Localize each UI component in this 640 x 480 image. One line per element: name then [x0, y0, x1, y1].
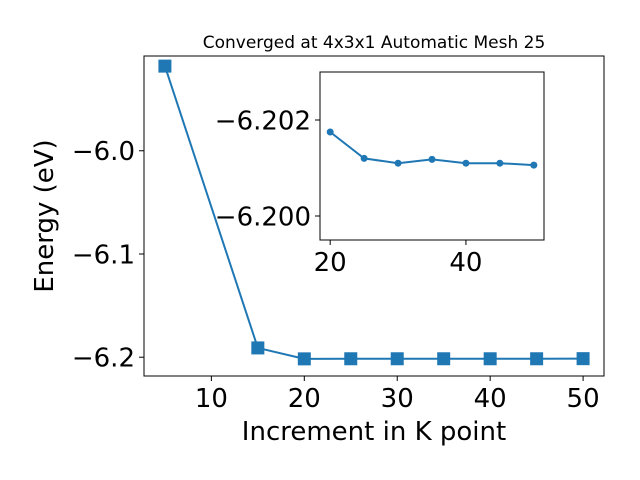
main-data-point [576, 352, 590, 366]
main-data-point [483, 352, 497, 366]
inset-y-ticks: −6.202 −6.200 [215, 106, 320, 232]
main-x-tick-label: 50 [567, 384, 600, 414]
main-data-point [251, 341, 265, 355]
inset-y-tick-label: −6.200 [215, 202, 311, 232]
main-y-tick-label: −6.1 [72, 240, 135, 270]
x-axis-label: Increment in K point [242, 417, 506, 447]
inset-axes: 20 40 −6.202−6.200 [215, 71, 545, 278]
main-data-point [297, 352, 311, 366]
inset-x-tick-label: 40 [449, 248, 482, 278]
main-data-point [344, 352, 358, 366]
inset-y-tick-label: −6.202 [215, 106, 311, 136]
main-y-ticks: −6.0 −6.1 −6.2 [72, 137, 144, 374]
main-axes: Converged at 4x3x1 Automatic Mesh 25 10 2… [30, 33, 605, 447]
main-data-point [158, 59, 172, 73]
inset-data-point [530, 161, 538, 169]
chart-title: Converged at 4x3x1 Automatic Mesh 25 [203, 33, 546, 53]
inset-data-point [394, 159, 402, 167]
main-data-point [530, 352, 544, 366]
main-data-point [437, 352, 451, 366]
inset-data-point [326, 128, 334, 136]
inset-plot-area [326, 128, 538, 169]
main-data-point [390, 352, 404, 366]
inset-data-point [462, 159, 470, 167]
main-x-tick-label: 40 [474, 384, 507, 414]
inset-axes-frame [319, 71, 545, 241]
inset-data-point [360, 154, 368, 162]
y-axis-label: Energy (eV) [30, 139, 60, 292]
main-y-tick-label: −6.0 [72, 137, 135, 167]
main-axes-frame [143, 55, 605, 377]
inset-x-ticks: 20 40 [314, 240, 482, 278]
inset-data-point [428, 155, 436, 163]
main-y-tick-label: −6.2 [72, 344, 135, 374]
main-x-ticks: 10 20 30 40 50 [195, 376, 600, 414]
inset-data-point [496, 159, 504, 167]
main-x-tick-label: 20 [288, 384, 321, 414]
main-x-tick-label: 10 [195, 384, 228, 414]
main-x-tick-label: 30 [381, 384, 414, 414]
inset-x-tick-label: 20 [314, 248, 347, 278]
main-plot-area [158, 59, 590, 366]
